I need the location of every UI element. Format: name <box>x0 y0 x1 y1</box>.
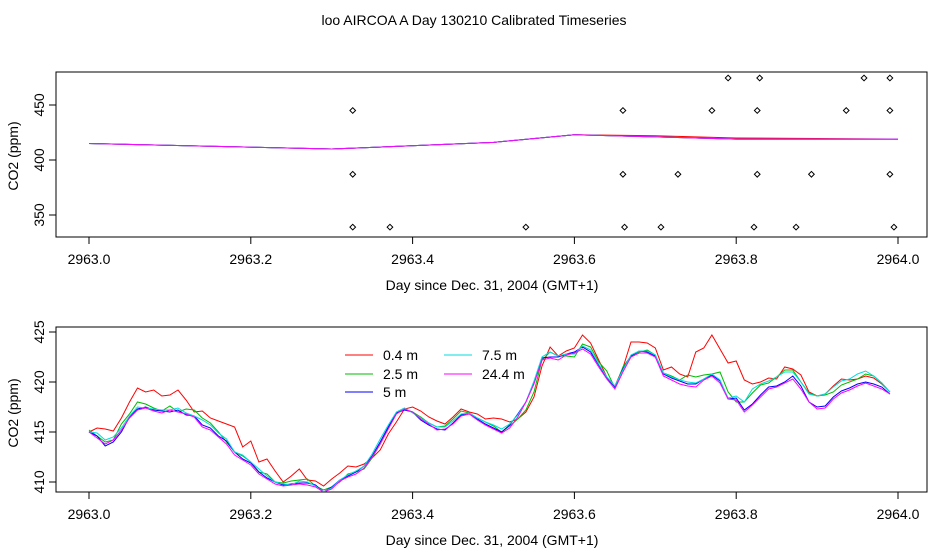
series-line-0-4-m <box>88 134 899 150</box>
outlier-point <box>386 223 394 231</box>
series-line-5-m <box>88 134 898 150</box>
legend-label: 24.4 m <box>482 366 525 382</box>
x-tick-label: 2964.0 <box>877 251 920 267</box>
y-tick-label: 420 <box>31 370 47 394</box>
outlier-point <box>724 74 732 82</box>
x-tick-label: 2963.8 <box>715 251 758 267</box>
outlier-point <box>860 74 868 82</box>
outlier-point <box>756 74 764 82</box>
x-tick-label: 2963.0 <box>68 506 111 522</box>
y-tick-label: 425 <box>31 320 47 344</box>
outlier-point <box>349 223 357 231</box>
outlier-point <box>349 170 357 178</box>
x-tick-label: 2963.2 <box>229 506 272 522</box>
outlier-point <box>708 106 716 115</box>
figure-title: loo AIRCOA A Day 130210 Calibrated Times… <box>321 12 626 28</box>
y-tick-label: 400 <box>31 148 47 172</box>
outlier-point <box>619 106 627 115</box>
outlier-point <box>619 170 627 178</box>
legend-label: 5 m <box>383 384 406 400</box>
x-tick-label: 2963.4 <box>391 251 434 267</box>
bottom-y-axis-label: CO2 (ppm) <box>5 378 21 447</box>
plot-frame <box>55 71 928 238</box>
y-tick-label: 350 <box>31 203 47 227</box>
panel-bottom: 2963.0 2963.2 2963.4 2963.6 2963.8 2964.0 410 4… <box>31 320 928 522</box>
x-tick-label: 2963.6 <box>553 506 596 522</box>
outlier-point <box>522 223 530 231</box>
outlier-point <box>807 170 815 178</box>
legend-label: 7.5 m <box>482 347 517 363</box>
x-tick-label: 2963.4 <box>391 506 434 522</box>
bottom-x-axis-label: Day since Dec. 31, 2004 (GMT+1) <box>386 532 599 548</box>
series-line-24-4-m <box>88 134 898 150</box>
y-tick-label: 410 <box>31 470 47 494</box>
outlier-point <box>750 223 758 231</box>
outlier-point <box>792 223 800 231</box>
series-line-7-5-m <box>88 134 898 150</box>
legend: 0.4 m 2.5 m 5 m 7.5 m 24.4 m <box>345 347 525 400</box>
series-line-5-m <box>88 346 891 492</box>
outlier-point <box>886 106 894 115</box>
outlier-point <box>842 106 850 115</box>
outlier-point <box>886 74 894 82</box>
x-tick-label: 2964.0 <box>877 506 920 522</box>
series-line-24-4-m <box>88 348 891 492</box>
outlier-point <box>674 170 682 178</box>
outlier-point <box>890 223 898 231</box>
y-tick-label: 450 <box>31 93 47 117</box>
legend-label: 2.5 m <box>383 366 418 382</box>
panel-top: 2963.0 2963.2 2963.4 2963.6 2963.8 2964.0 350 4… <box>31 71 928 267</box>
x-tick-label: 2963.0 <box>68 251 111 267</box>
outlier-point <box>753 106 761 115</box>
top-y-axis-label: CO2 (ppm) <box>5 121 21 190</box>
outlier-point <box>886 170 894 178</box>
x-tick-label: 2963.8 <box>715 506 758 522</box>
series-line-2-5-m <box>88 134 898 150</box>
top-x-axis-label: Day since Dec. 31, 2004 (GMT+1) <box>386 277 599 293</box>
legend-label: 0.4 m <box>383 347 418 363</box>
outlier-point <box>621 223 629 231</box>
x-tick-label: 2963.6 <box>553 251 596 267</box>
series-line-0-4-m <box>88 334 891 487</box>
outlier-point <box>657 223 665 231</box>
y-tick-label: 415 <box>31 420 47 444</box>
series-line-7-5-m <box>88 345 891 492</box>
x-tick-label: 2963.2 <box>229 251 272 267</box>
outlier-point <box>753 170 761 178</box>
outlier-point <box>349 106 357 115</box>
